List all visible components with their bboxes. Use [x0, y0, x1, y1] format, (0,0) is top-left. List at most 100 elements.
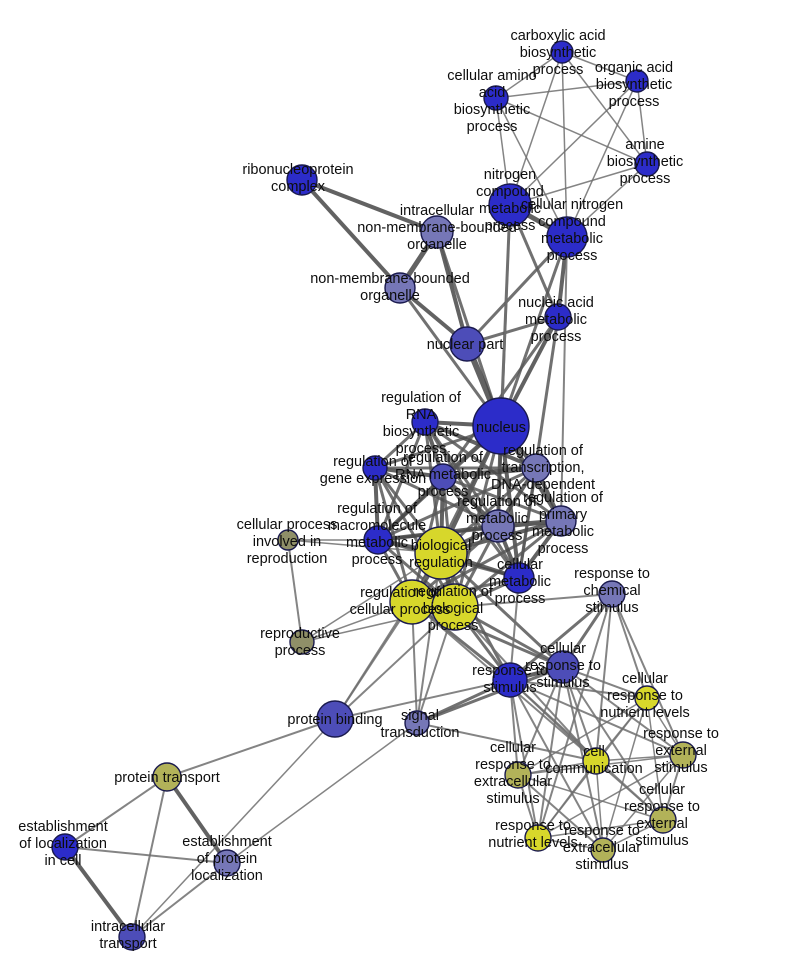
edge-cc-rnl — [537, 760, 597, 839]
label-res-line1: external — [655, 743, 707, 759]
edge-rep-br — [301, 552, 442, 643]
label-rxs-line0: response to — [564, 823, 640, 839]
edge-rbp-rcs — [454, 593, 613, 608]
edge-rcs-res — [611, 593, 684, 756]
edge-cn-np — [465, 235, 569, 346]
node-crn[interactable] — [634, 685, 660, 711]
node-nu[interactable] — [472, 397, 530, 455]
node-pt[interactable] — [152, 762, 182, 792]
label-rpm-line2: metabolic — [532, 524, 594, 540]
edge-crs-res — [562, 666, 684, 756]
edge-aa-am — [495, 97, 648, 165]
label-cm-line1: metabolic — [489, 574, 551, 590]
label-ep-line1: of protein — [197, 851, 257, 867]
node-rxs[interactable] — [590, 837, 616, 863]
node-rp[interactable] — [286, 164, 318, 196]
label-pt-line0: protein transport — [114, 770, 220, 786]
edge-oa-aa — [495, 80, 638, 99]
label-cres-line2: extracellular — [474, 774, 552, 790]
node-br[interactable] — [414, 526, 468, 580]
label-it-line0: intracellular — [91, 919, 165, 935]
node-pb[interactable] — [316, 700, 354, 738]
node-el[interactable] — [51, 833, 79, 861]
node-rbp[interactable] — [431, 583, 479, 631]
label-crex-line3: stimulus — [635, 833, 688, 849]
node-rmp[interactable] — [481, 509, 515, 543]
label-rbp-line0: regulation of — [413, 584, 494, 600]
node-cm[interactable] — [503, 562, 535, 594]
edge-am-nc — [509, 163, 648, 206]
label-cm-line0: cellular — [497, 557, 543, 573]
node-np[interactable] — [449, 326, 485, 362]
label-st-line0: signal — [401, 708, 439, 724]
node-cn[interactable] — [546, 216, 588, 258]
edge-cpr-rep — [287, 539, 303, 643]
node-ep[interactable] — [213, 849, 241, 877]
label-cn-line3: process — [547, 248, 598, 264]
label-st-line1: transduction — [381, 725, 460, 741]
node-aa[interactable] — [483, 85, 509, 111]
label-br-line1: regulation — [409, 555, 473, 571]
node-no[interactable] — [384, 272, 416, 304]
label-rtd-line0: regulation of — [503, 443, 584, 459]
node-crs[interactable] — [546, 650, 580, 684]
label-cres-line0: cellular — [490, 740, 536, 756]
node-cres[interactable] — [504, 761, 532, 789]
node-am[interactable] — [634, 151, 660, 177]
edge-el-ep — [64, 846, 228, 864]
node-rcs[interactable] — [598, 580, 626, 608]
node-it[interactable] — [118, 923, 146, 951]
label-rrb-line2: biosynthetic — [383, 424, 460, 440]
edge-st-cc — [416, 722, 597, 762]
label-am-line1: biosynthetic — [607, 154, 684, 170]
label-nu-line0: nucleus — [476, 420, 526, 436]
node-ca[interactable] — [550, 40, 574, 64]
node-na[interactable] — [544, 303, 572, 331]
node-rep[interactable] — [289, 629, 315, 655]
node-st[interactable] — [404, 710, 430, 736]
label-oa-line2: process — [609, 94, 660, 110]
label-rpm-line1: primary — [539, 507, 588, 523]
node-res[interactable] — [669, 741, 697, 769]
label-rmp-line2: process — [472, 528, 523, 544]
edge-rp-io — [301, 178, 438, 234]
label-rxs-line2: stimulus — [575, 857, 628, 873]
label-rtd-line1: transcription, — [501, 460, 584, 476]
label-rcs-line0: response to — [574, 566, 650, 582]
node-rrb[interactable] — [411, 408, 439, 436]
edge-pt-ep — [165, 775, 229, 865]
node-rs[interactable] — [492, 662, 528, 698]
label-rcp-line1: cellular process — [350, 602, 451, 618]
edge-oa-nc — [509, 80, 638, 206]
label-rmm-line1: macromolecule — [328, 518, 426, 534]
edge-ca-am — [561, 51, 648, 165]
label-rcs-line1: chemical — [583, 583, 640, 599]
node-rtd[interactable] — [521, 453, 551, 483]
label-rrm-line2: process — [418, 484, 469, 500]
edge-ca-cn — [561, 51, 568, 238]
label-rrb-line1: RNA — [406, 407, 437, 423]
label-crn-line2: nutrient levels — [600, 705, 689, 721]
node-oa[interactable] — [625, 69, 649, 93]
label-el-line0: establishment — [18, 819, 107, 835]
label-rmm-line2: metabolic — [346, 535, 408, 551]
label-cn-line1: compound — [538, 214, 606, 230]
edge-crs-rnl — [537, 666, 564, 839]
node-rnl[interactable] — [524, 824, 552, 852]
label-rrm-line0: regulation of — [403, 450, 484, 466]
node-io[interactable] — [420, 215, 454, 249]
label-cn-line0: cellular nitrogen — [521, 197, 623, 213]
label-rmm-line0: regulation of — [337, 501, 418, 517]
label-rtd-line2: DNA-dependent — [491, 477, 595, 493]
node-rpm[interactable] — [545, 505, 577, 537]
node-crex[interactable] — [649, 806, 677, 834]
node-cpr[interactable] — [277, 529, 299, 551]
node-nc[interactable] — [488, 183, 532, 227]
edge-rtd-rmm — [377, 466, 537, 542]
node-rrm[interactable] — [429, 463, 457, 491]
node-cc[interactable] — [582, 747, 610, 775]
node-rge[interactable] — [362, 455, 388, 481]
label-no-line1: organelle — [360, 288, 420, 304]
node-rmm[interactable] — [363, 525, 393, 555]
